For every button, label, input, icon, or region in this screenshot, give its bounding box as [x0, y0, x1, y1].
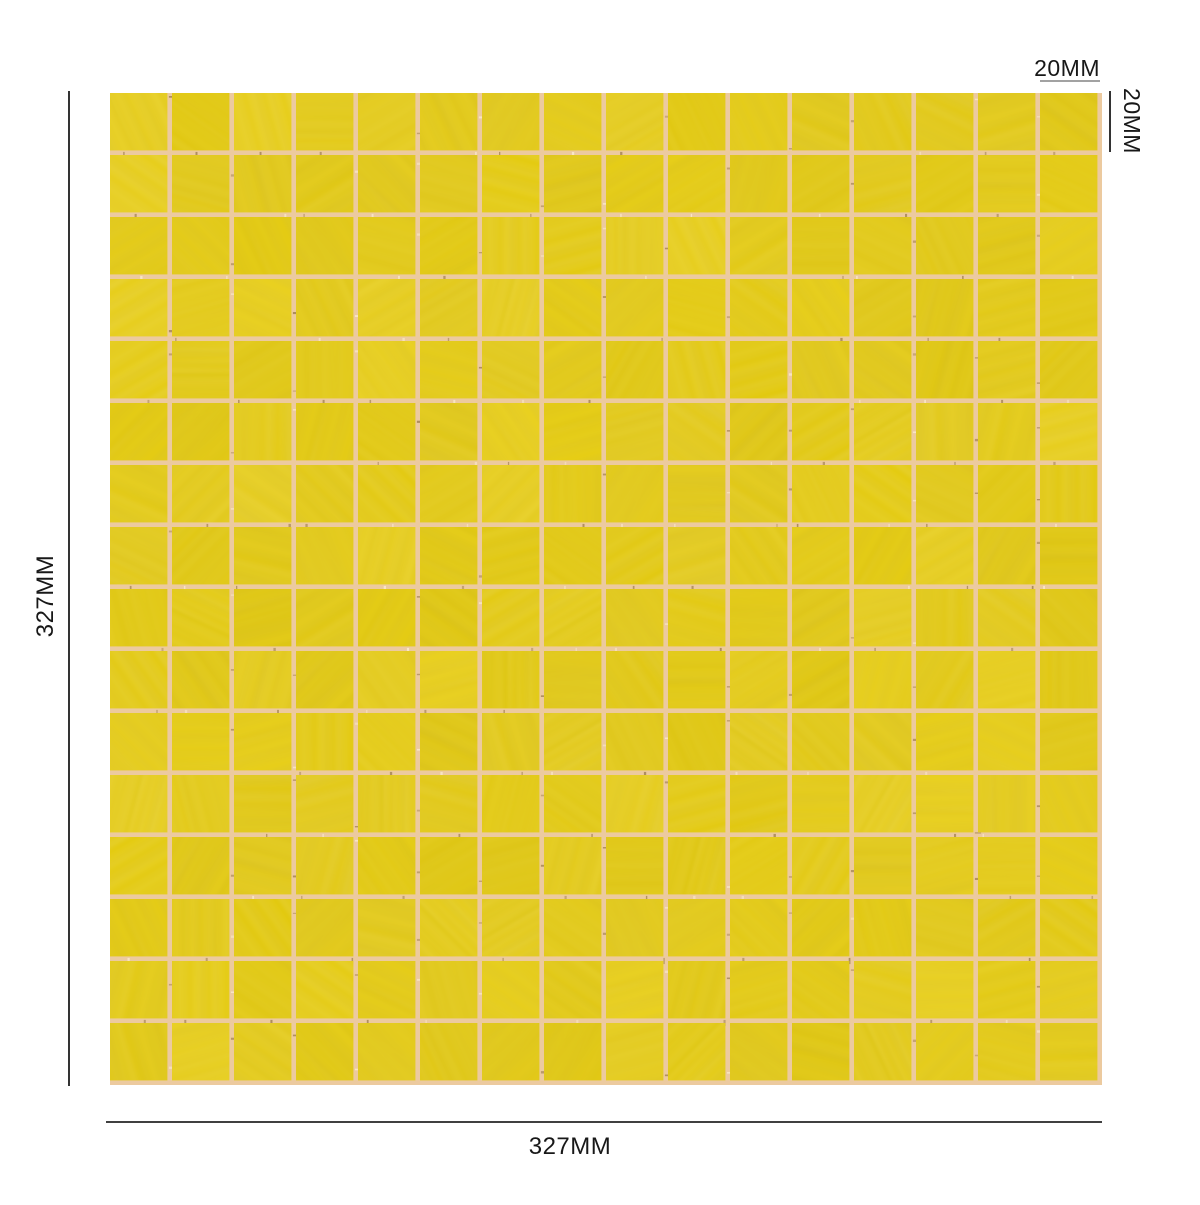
svg-text:20MM: 20MM [1034, 55, 1100, 81]
svg-text:327MM: 327MM [529, 1133, 612, 1160]
svg-text:327MM: 327MM [32, 555, 59, 638]
svg-text:20MM: 20MM [1119, 88, 1145, 154]
